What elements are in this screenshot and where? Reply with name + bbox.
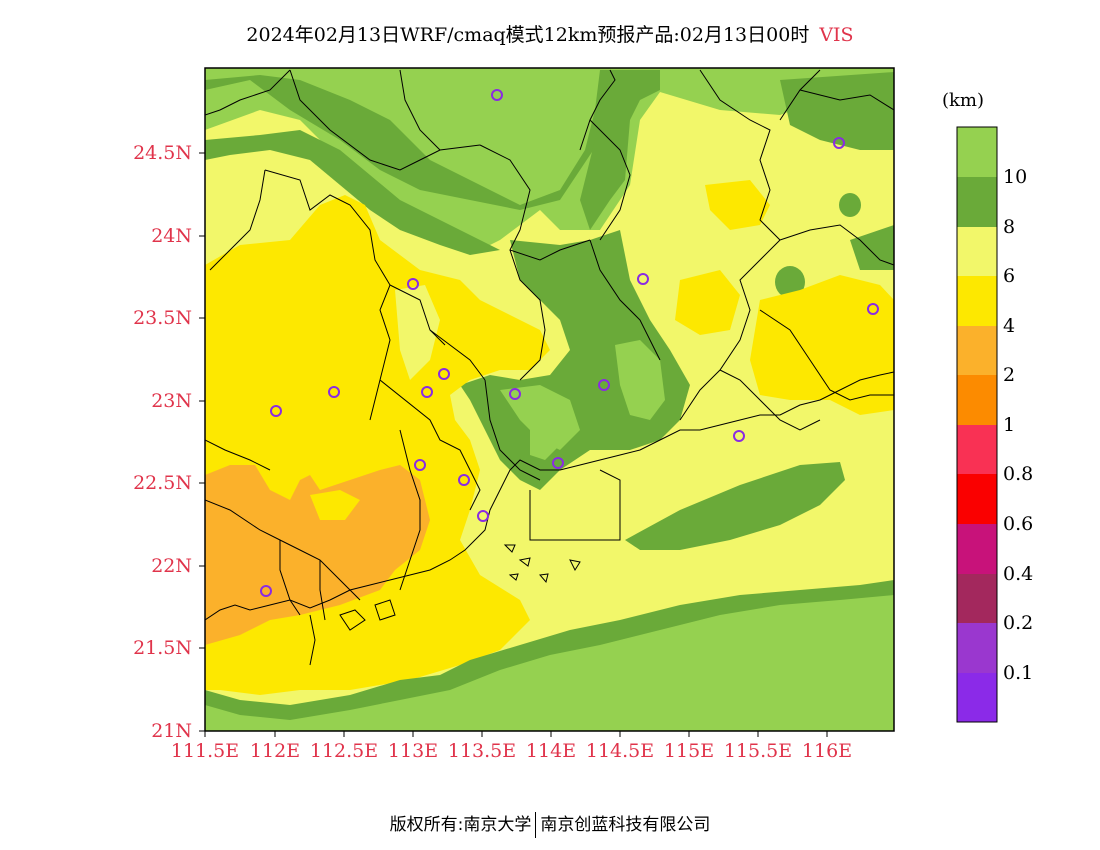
colorbar-swatch	[957, 574, 997, 623]
vis-band-10-central-c	[530, 425, 560, 460]
lat-label: 23N	[151, 390, 192, 412]
map-title: 2024年02月13日WRF/cmaq模式12km预报产品:02月13日00时 V…	[0, 20, 1100, 47]
colorbar-label: 2	[1003, 364, 1016, 386]
colorbar-swatch	[957, 623, 997, 673]
lon-label: 116E	[801, 740, 853, 762]
colorbar-swatch	[957, 425, 997, 474]
footer-company: 南京创蓝科技有限公司	[540, 815, 711, 835]
variable-label: VIS	[819, 24, 854, 46]
vis-band-8-offshore	[625, 462, 845, 550]
admin-boundaries	[205, 69, 894, 621]
vis-band-10-central-b	[615, 340, 665, 420]
station-marker	[867, 303, 879, 315]
lon-label: 112.5E	[309, 740, 379, 762]
coastline	[205, 371, 894, 666]
footer-divider	[535, 812, 537, 838]
lon-label: 115.5E	[723, 740, 793, 762]
vis-band-10-south	[205, 595, 894, 731]
vis-band-8-east-spot-b	[839, 193, 861, 217]
islands	[339, 544, 581, 631]
colorbar-swatch	[957, 127, 997, 177]
vis-band-8-northeast	[780, 72, 894, 150]
station-marker	[598, 379, 610, 391]
lon-label: 114E	[525, 740, 577, 762]
lon-label: 111.5E	[170, 740, 240, 762]
vis-band-4-east	[750, 275, 894, 415]
vis-band-4-east-mid	[675, 270, 740, 335]
station-marker	[438, 368, 450, 380]
colorbar-swatch	[957, 227, 997, 276]
footer-copyright: 版权所有:南京大学	[389, 815, 532, 835]
vis-band-4-inset	[310, 490, 360, 520]
lon-label: 112E	[249, 740, 301, 762]
vis-band-4-northeast	[705, 180, 770, 230]
colorbar-label: 0.2	[1003, 612, 1034, 634]
lat-label: 24.5N	[133, 142, 192, 164]
station-marker	[270, 405, 282, 417]
lat-label: 22N	[151, 555, 192, 577]
colorbar-label: 6	[1003, 265, 1016, 287]
colorbar-swatch	[957, 177, 997, 227]
lat-label: 22.5N	[133, 472, 192, 494]
colorbar-frame	[956, 126, 998, 723]
station-marker	[637, 273, 649, 285]
colorbar-label: 0.1	[1003, 662, 1034, 684]
vis-band-6-inset	[395, 285, 440, 380]
colorbar-label: 1	[1003, 414, 1016, 436]
colorbar-units: (km)	[942, 90, 985, 111]
colorbar-label: 0.8	[1003, 463, 1034, 485]
station-marker	[260, 585, 272, 597]
title-text: 2024年02月13日WRF/cmaq模式12km预报产品:02月13日00时	[246, 24, 810, 46]
colorbar-label: 0.4	[1003, 563, 1034, 585]
axis-ticks	[199, 152, 828, 737]
station-marker	[491, 89, 503, 101]
station-marker	[477, 510, 489, 522]
lat-label: 23.5N	[133, 307, 192, 329]
map-fill	[205, 68, 894, 731]
map-frame	[204, 67, 895, 732]
station-marker	[407, 278, 419, 290]
vis-band-8-northwest	[205, 130, 500, 255]
lon-label: 114.5E	[585, 740, 655, 762]
station-marker	[328, 386, 340, 398]
colorbar-label: 10	[1003, 166, 1028, 188]
lat-label: 21N	[151, 720, 192, 742]
copyright-footer: 版权所有:南京大学 南京创蓝科技有限公司	[0, 810, 1100, 838]
station-marker	[458, 474, 470, 486]
colorbar-swatch	[957, 276, 997, 326]
station-marker	[421, 386, 433, 398]
colorbar-label: 8	[1003, 216, 1016, 238]
lat-label: 24N	[151, 225, 192, 247]
colorbar-swatch	[957, 524, 997, 574]
colorbar	[956, 126, 998, 723]
colorbar-label: 4	[1003, 315, 1016, 337]
colorbar-swatch	[957, 474, 997, 524]
lon-label: 113.5E	[447, 740, 517, 762]
vis-band-10-central-a	[500, 385, 580, 450]
colorbar-swatch	[957, 375, 997, 425]
station-marker	[414, 459, 426, 471]
station-marker	[552, 457, 564, 469]
vis-band-8-central	[460, 230, 690, 490]
lon-label: 113E	[387, 740, 439, 762]
station-marker	[733, 430, 745, 442]
station-marker	[509, 388, 521, 400]
colorbar-swatch	[957, 326, 997, 375]
lat-label: 21.5N	[133, 637, 192, 659]
colorbar-swatch	[957, 673, 997, 722]
vis-band-8-east	[850, 225, 894, 270]
vis-band-8-north	[205, 70, 640, 210]
vis-band-2-southwest	[205, 465, 430, 645]
station-markers	[260, 89, 879, 597]
vis-band-8-east-spot-a	[775, 266, 805, 298]
station-marker	[833, 137, 845, 149]
colorbar-label: 0.6	[1003, 513, 1034, 535]
vis-band-10-north	[205, 68, 894, 250]
lon-label: 115E	[663, 740, 715, 762]
